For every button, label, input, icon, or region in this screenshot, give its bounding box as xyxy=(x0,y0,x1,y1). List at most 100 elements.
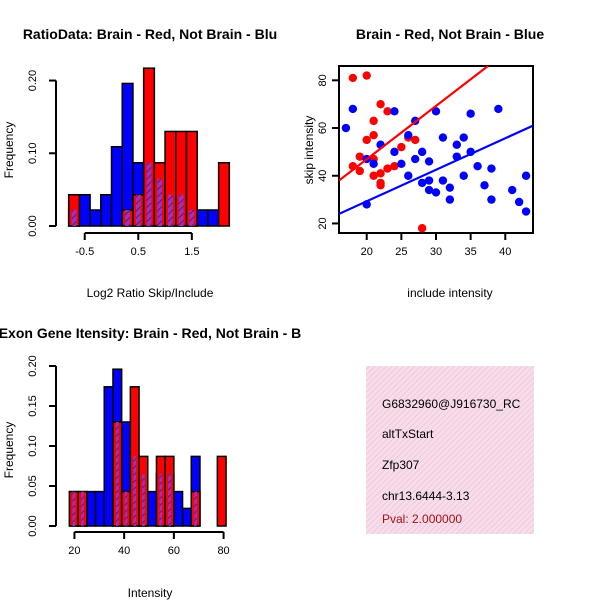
scatter-blue-point-20 xyxy=(466,109,475,118)
ratio-hist-blue-bar-12 xyxy=(196,209,209,227)
scatter-blue-point-14 xyxy=(431,188,441,197)
intensity-hist-blue-bar-12 xyxy=(173,490,184,527)
scatter-red-point-1 xyxy=(362,71,371,80)
intensity-hist-overlap-bar-4 xyxy=(133,456,137,526)
scatter-blue-point-38 xyxy=(390,147,399,157)
intensity-hist-y-tick-label: 0.10 xyxy=(27,435,39,456)
scatter-title: Brain - Red, Not Brain - Blue xyxy=(356,26,544,42)
intensity-hist-overlap-bar-1 xyxy=(81,491,84,526)
ratio-hist-x-tick-label: 1.5 xyxy=(184,246,199,258)
scatter-blue-point-26 xyxy=(514,197,524,207)
ratio-hist-x-tick-label: 0.5 xyxy=(131,246,146,258)
scatter-blue-point-35 xyxy=(459,171,468,180)
ratio-hist-overlap-bar-6 xyxy=(178,194,184,226)
scatter-x-tick-label: 35 xyxy=(465,246,477,258)
scatter-red-point-2 xyxy=(369,116,378,126)
ratio-hist-overlap-bar-5 xyxy=(168,194,173,226)
event-type: altTxStart xyxy=(382,427,434,441)
scatter-ylabel: skip intensity xyxy=(302,116,316,185)
scatter-blue-point-7 xyxy=(404,130,413,140)
scatter-red-point-14 xyxy=(397,142,406,152)
ratio-hist-blue-bar-5 xyxy=(121,82,134,227)
intensity-hist-x-tick-label: 80 xyxy=(217,545,229,557)
scatter-y-tick-label: 80 xyxy=(317,74,329,86)
ratio-hist-overlap-bar-3 xyxy=(146,162,152,226)
ratio-hist-blue-bar-3 xyxy=(100,193,113,227)
intensity-hist-x-tick-label: 60 xyxy=(168,545,180,557)
ratio-hist-y-tick-label: 0.00 xyxy=(27,215,39,236)
ratio-hist-blue-bar-1 xyxy=(78,193,91,227)
scatter-red-point-8 xyxy=(369,171,378,180)
ratio-hist-overlap-bar-7 xyxy=(189,210,195,226)
scatter-blue-point-15 xyxy=(438,176,448,185)
ratio-hist-blue-bar-4 xyxy=(110,145,123,227)
intensity-hist-overlap-bar-0 xyxy=(72,491,76,526)
ratio-hist-blue-bar-2 xyxy=(89,209,102,227)
intensity-hist-blue-bar-4 xyxy=(103,386,114,527)
scatter-red-point-7 xyxy=(355,166,364,176)
scatter-red-fit-line xyxy=(339,66,489,182)
ratio-hist-overlap-bar-4 xyxy=(157,178,163,226)
scatter-blue-point-34 xyxy=(445,195,455,204)
scatter-blue-point-30 xyxy=(438,133,448,142)
scatter-blue-point-23 xyxy=(487,164,496,173)
intensity-hist-overlap-bar-2 xyxy=(115,422,119,526)
ratio-hist-x-tick-label: -0.5 xyxy=(75,246,94,258)
scatter-blue-point-33 xyxy=(424,176,434,185)
scatter-x-tick-label: 20 xyxy=(361,246,373,258)
ratio-histogram-title: RatioData: Brain - Red, Not Brain - Blu xyxy=(23,26,277,42)
scatter-blue-point-13 xyxy=(424,185,434,195)
scatter-blue-point-17 xyxy=(452,140,461,149)
intensity-hist-overlap-bar-3 xyxy=(124,491,128,526)
probe-id: G6832960@J916730_RC xyxy=(382,397,521,411)
ratio-hist-overlap-bar-1 xyxy=(125,210,130,226)
scatter-blue-point-6 xyxy=(390,107,399,116)
scatter-blue-point-37 xyxy=(473,162,482,171)
intensity-hist-blue-bar-9 xyxy=(147,490,158,527)
scatter-y-tick-label: 40 xyxy=(317,170,329,182)
scatter-panel: Brain - Red, Not Brain - Blue 20 25 30 35 40… xyxy=(302,26,544,300)
scatter-blue-point-10 xyxy=(417,147,427,157)
scatter-blue-point-27 xyxy=(521,171,531,180)
intensity-hist-overlap-bar-8 xyxy=(194,491,197,526)
scatter-red-point-11 xyxy=(383,164,392,173)
scatter-blue-point-28 xyxy=(521,207,531,216)
ratio-histogram-panel: RatioData: Brain - Red, Not Brain - Blu … xyxy=(2,26,277,300)
intensity-hist-blue-bar-13 xyxy=(181,507,193,527)
intensity-histogram-title: Exon Gene Itensity: Brain - Red, Not Bra… xyxy=(0,325,301,341)
intensity-hist-overlap-bar-6 xyxy=(159,474,163,526)
ratio-histogram-ylabel: Frequency xyxy=(2,122,16,179)
scatter-red-point-3 xyxy=(362,135,371,145)
ratio-hist-overlap-bar-2 xyxy=(135,194,141,226)
intensity-hist-overlap-bar-5 xyxy=(142,474,145,526)
intensity-histogram-ylabel: Frequency xyxy=(2,422,16,479)
scatter-blue-point-1 xyxy=(348,104,358,114)
scatter-red-point-20 xyxy=(376,181,385,190)
intensity-hist-red-bar-9 xyxy=(216,455,227,527)
scatter-blue-point-16 xyxy=(445,183,455,192)
scatter-blue-point-25 xyxy=(508,185,517,195)
scatter-red-point-0 xyxy=(348,73,358,83)
p-value: Pval: 2.000000 xyxy=(382,512,462,526)
scatter-red-point-4 xyxy=(369,130,378,140)
intensity-hist-y-tick-label: 0.15 xyxy=(27,395,39,416)
ratio-hist-y-tick-label: 0.20 xyxy=(27,70,39,91)
scatter-x-tick-label: 40 xyxy=(499,246,511,258)
gene-name: Zfp307 xyxy=(382,458,420,472)
scatter-y-tick-label: 20 xyxy=(317,217,329,229)
intensity-histogram-panel: Exon Gene Itensity: Brain - Red, Not Bra… xyxy=(0,325,301,600)
scatter-blue-point-21 xyxy=(480,181,489,190)
scatter-red-point-16 xyxy=(411,135,420,145)
scatter-blue-point-29 xyxy=(431,107,441,116)
scatter-blue-point-9 xyxy=(411,154,420,164)
scatter-xlabel: include intensity xyxy=(407,286,492,300)
intensity-hist-y-tick-label: 0.20 xyxy=(27,355,39,376)
ratio-hist-overlap-bar-0 xyxy=(71,210,77,226)
genomic-location: chr13.6444-3.13 xyxy=(382,489,470,503)
ratio-hist-blue-bar-13 xyxy=(207,209,220,227)
scatter-red-point-9 xyxy=(376,169,385,178)
scatter-y-tick-label: 60 xyxy=(317,122,329,134)
scatter-blue-point-22 xyxy=(487,195,496,204)
intensity-hist-x-tick-label: 40 xyxy=(118,545,130,557)
